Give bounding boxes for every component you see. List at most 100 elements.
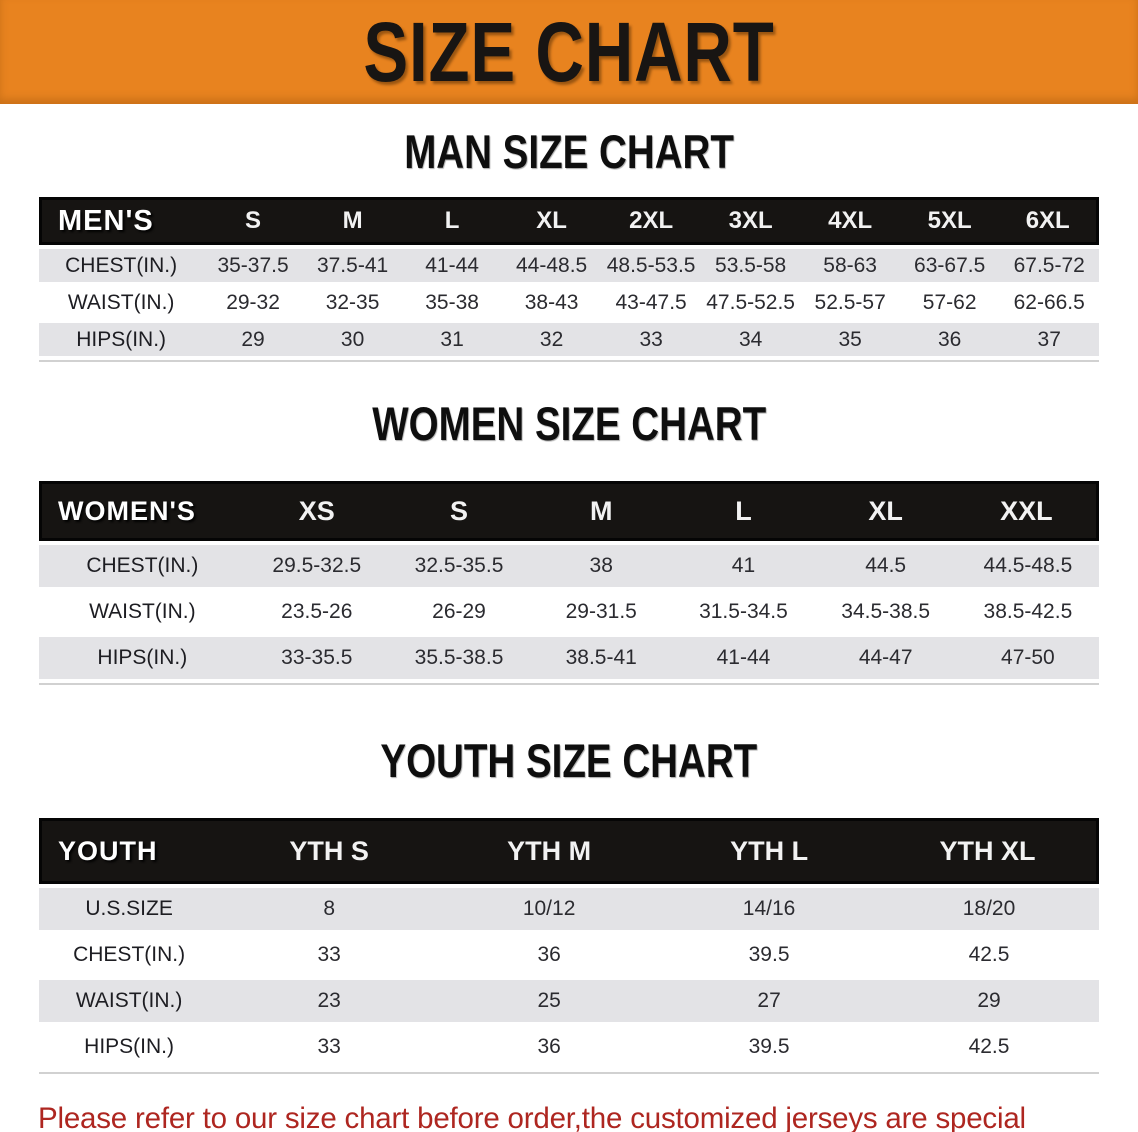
men-size-section: MAN SIZE CHART MEN'S S M L XL 2XL 3XL 4XL 5XL 6XL C… [0,124,1138,360]
youth-size-value-cell: 29 [879,980,1099,1022]
women-size-value-cell: 38 [530,545,673,587]
men-corner-label: MEN'S [39,197,204,245]
youth-size-column-header: YTH L [659,818,880,884]
men-size-value-cell: 62-66.5 [999,286,1099,319]
women-size-value-cell: 32.5-35.5 [387,545,531,587]
youth-size-value-cell: 8 [219,888,440,930]
men-size-value-cell: 35-38 [402,286,502,319]
women-size-value-cell: 29-31.5 [530,591,673,633]
women-size-column-header: XS [245,481,388,541]
women-table-wrap: WOMEN'S XS S M L XL XXL CHEST(IN.) 29.5-32.5 32.5… [0,477,1138,683]
men-size-column-header: M [302,197,403,245]
men-size-value-cell: 47.5-52.5 [700,286,801,319]
youth-measure-row: HIPS(IN.) 33 36 39.5 42.5 [39,1026,1099,1068]
men-size-value-cell: 35-37.5 [203,249,303,282]
men-size-value-cell: 32-35 [302,286,403,319]
youth-size-value-cell: 10/12 [439,888,660,930]
women-measure-row: HIPS(IN.) 33-35.5 35.5-38.5 38.5-41 41-44 44-… [39,637,1099,679]
youth-size-value-cell: 39.5 [659,1026,880,1068]
disclaimer-line-1: Please refer to our size chart before or… [38,1102,1026,1132]
youth-table-wrap: YOUTH YTH S YTH M YTH L YTH XL U.S.SIZE 8 10/12… [0,814,1138,1072]
men-size-column-header: 6XL [999,197,1099,245]
women-measure-row: WAIST(IN.) 23.5-26 26-29 29-31.5 31.5-34.5 34… [39,591,1099,633]
youth-size-value-cell: 36 [439,934,660,976]
women-size-value-cell: 33-35.5 [245,637,388,679]
women-row-label: CHEST(IN.) [39,545,246,587]
youth-size-value-cell: 23 [219,980,440,1022]
youth-size-value-cell: 39.5 [659,934,880,976]
youth-measure-row: WAIST(IN.) 23 25 27 29 [39,980,1099,1022]
youth-size-value-cell: 33 [219,934,440,976]
women-row-label: WAIST(IN.) [39,591,246,633]
men-size-value-cell: 63-67.5 [899,249,1000,282]
youth-size-value-cell: 36 [439,1026,660,1068]
men-row-label: CHEST(IN.) [39,249,204,282]
youth-row-label: CHEST(IN.) [39,934,220,976]
men-size-value-cell: 43-47.5 [601,286,701,319]
men-size-value-cell: 31 [402,323,502,356]
women-size-section: WOMEN SIZE CHART WOMEN'S XS S M L XL XXL CHEST(I… [0,396,1138,683]
women-size-value-cell: 44.5 [814,545,957,587]
youth-size-value-cell: 42.5 [879,934,1099,976]
women-size-value-cell: 29.5-32.5 [245,545,388,587]
women-section-heading-text: WOMEN SIZE CHART [372,397,766,450]
men-size-value-cell: 36 [899,323,1000,356]
women-section-heading: WOMEN SIZE CHART [0,396,1138,451]
youth-header-row: YOUTH YTH S YTH M YTH L YTH XL [39,818,1099,884]
men-size-value-cell: 34 [700,323,801,356]
women-size-column-header: M [530,481,673,541]
women-size-value-cell: 31.5-34.5 [672,591,815,633]
men-size-value-cell: 38-43 [501,286,602,319]
women-size-column-header: XXL [956,481,1099,541]
men-measure-row: HIPS(IN.) 29 30 31 32 33 34 35 36 37 [39,323,1099,356]
women-size-value-cell: 47-50 [956,637,1099,679]
youth-row-label: HIPS(IN.) [39,1026,220,1068]
youth-size-column-header: YTH M [439,818,660,884]
men-size-value-cell: 41-44 [402,249,502,282]
youth-size-value-cell: 14/16 [659,888,880,930]
women-size-column-header: S [387,481,531,541]
men-size-value-cell: 33 [601,323,701,356]
men-size-column-header: 5XL [899,197,1000,245]
men-size-value-cell: 67.5-72 [999,249,1099,282]
men-size-column-header: 4XL [800,197,900,245]
men-size-column-header: L [402,197,502,245]
women-corner-label: WOMEN'S [39,481,246,541]
disclaimer-note: Please refer to our size chart before or… [0,1096,1138,1132]
men-size-column-header: S [203,197,303,245]
men-size-value-cell: 32 [501,323,602,356]
men-measure-row: WAIST(IN.) 29-32 32-35 35-38 38-43 43-47.5 47.… [39,286,1099,319]
women-size-value-cell: 23.5-26 [245,591,388,633]
youth-size-value-cell: 27 [659,980,880,1022]
women-size-value-cell: 34.5-38.5 [814,591,957,633]
women-size-column-header: L [672,481,815,541]
content: MAN SIZE CHART MEN'S S M L XL 2XL 3XL 4XL 5XL 6XL C… [0,124,1138,1072]
men-size-value-cell: 29-32 [203,286,303,319]
women-size-value-cell: 38.5-41 [530,637,673,679]
men-size-table: MEN'S S M L XL 2XL 3XL 4XL 5XL 6XL CHEST(IN.) 35-37… [39,193,1099,360]
women-header-row: WOMEN'S XS S M L XL XXL [39,481,1099,541]
men-section-heading-text: MAN SIZE CHART [404,125,734,178]
men-size-value-cell: 29 [203,323,303,356]
women-size-value-cell: 26-29 [387,591,531,633]
youth-size-value-cell: 18/20 [879,888,1099,930]
youth-row-label: U.S.SIZE [39,888,220,930]
women-size-column-header: XL [814,481,957,541]
youth-measure-row: CHEST(IN.) 33 36 39.5 42.5 [39,934,1099,976]
men-size-value-cell: 37 [999,323,1099,356]
youth-section-heading-text: YOUTH SIZE CHART [380,734,758,787]
men-size-column-header: XL [501,197,602,245]
men-size-column-header: 3XL [700,197,801,245]
women-size-value-cell: 44-47 [814,637,957,679]
men-size-value-cell: 58-63 [800,249,900,282]
women-size-value-cell: 38.5-42.5 [956,591,1099,633]
youth-size-table: YOUTH YTH S YTH M YTH L YTH XL U.S.SIZE 8 10/12… [39,814,1099,1072]
men-size-value-cell: 48.5-53.5 [601,249,701,282]
youth-measure-row: U.S.SIZE 8 10/12 14/16 18/20 [39,888,1099,930]
youth-row-label: WAIST(IN.) [39,980,220,1022]
men-size-value-cell: 30 [302,323,403,356]
women-size-value-cell: 35.5-38.5 [387,637,531,679]
women-size-value-cell: 41-44 [672,637,815,679]
men-size-value-cell: 52.5-57 [800,286,900,319]
youth-size-value-cell: 33 [219,1026,440,1068]
